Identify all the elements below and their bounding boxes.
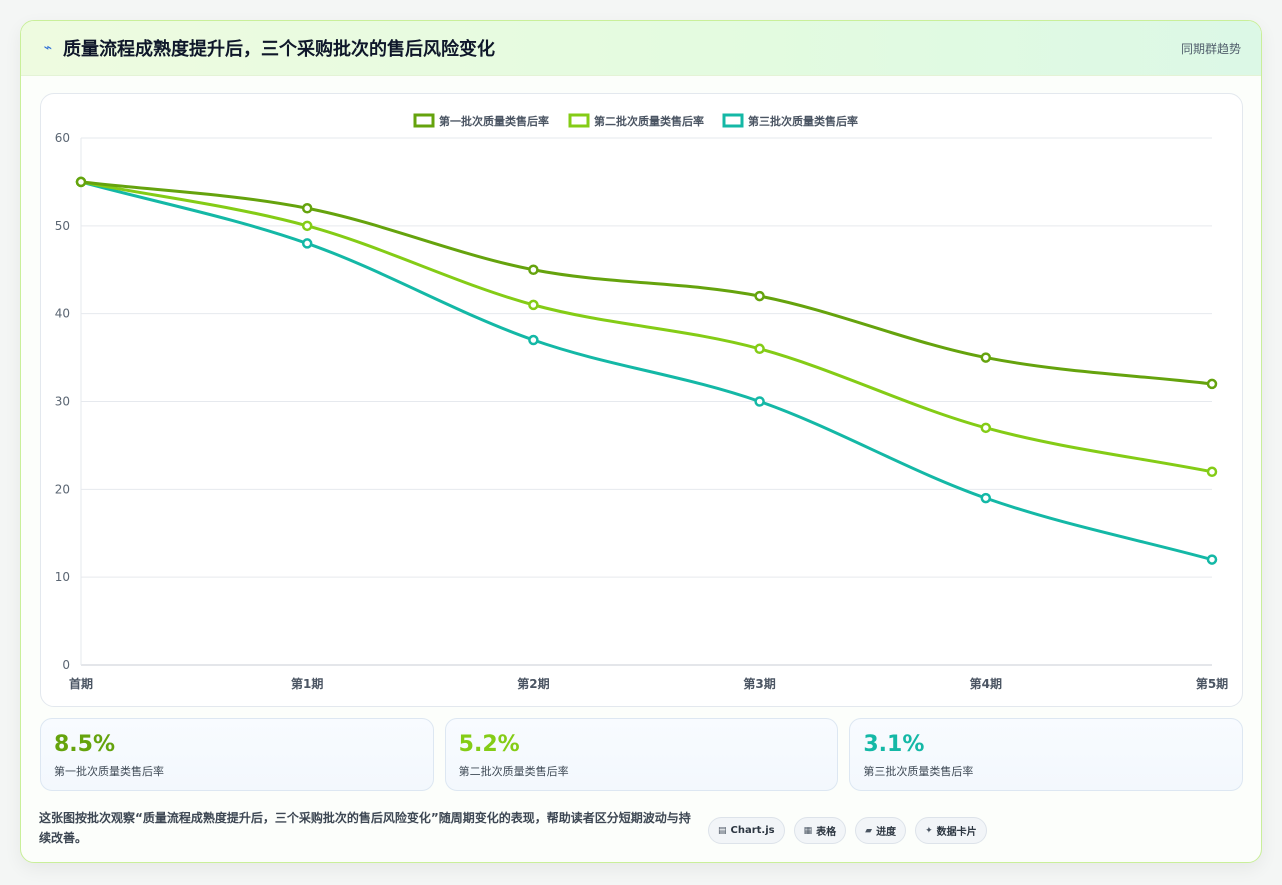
sparkle-icon: ✦: [925, 825, 933, 836]
legend-label: 第三批次质量类售后率: [748, 114, 858, 128]
stat-value: 3.1%: [863, 732, 925, 757]
chart-icon: ▤: [718, 825, 727, 836]
stat-label: 第二批次质量类售后率: [458, 765, 569, 778]
data-point: [980, 352, 992, 363]
chip-progress[interactable]: ▰ 进度: [855, 817, 907, 844]
x-tick-label: 第1期: [291, 676, 323, 691]
y-tick-label: 30: [55, 395, 70, 409]
data-point: [1206, 378, 1218, 390]
data-point: [75, 176, 87, 188]
x-tick-label: 第2期: [517, 676, 549, 691]
data-point: [301, 203, 313, 214]
progress-icon: ▰: [865, 825, 873, 836]
chip-label: 进度: [876, 827, 897, 838]
legend-swatch: [722, 113, 744, 128]
stat-cards: 8.5% 第一批次质量类售后率 5.2% 第二批次质量类售后率 3.1% 第三批…: [40, 718, 1244, 791]
x-tick-label: 第3期: [743, 676, 775, 691]
stat-label: 第一批次质量类售后率: [54, 765, 164, 778]
stat-value: 8.5%: [54, 732, 116, 757]
bolt-icon: ⌁: [43, 40, 53, 56]
page-title: 质量流程成熟度提升后，三个采购批次的售后风险变化: [63, 39, 495, 60]
chart-area: 0 10 20 30 40 50 60 首期 第1期 第2期 第3期 第4期 第5期 第一批次质量类售后率…: [40, 93, 1243, 707]
chart-card: ⌁ 质量流程成熟度提升后，三个采购批次的售后风险变化 同期群趋势 0 10 20 30…: [20, 20, 1262, 863]
data-point: [754, 290, 765, 302]
y-tick-label: 10: [55, 570, 70, 584]
chip-label: 数据卡片: [936, 827, 977, 838]
legend-label: 第一批次质量类售后率: [439, 114, 549, 128]
data-point: [1206, 554, 1218, 565]
series-line: [79, 180, 1214, 386]
stat-card-batch-3: 3.1% 第三批次质量类售后率: [849, 718, 1244, 791]
card-header: ⌁ 质量流程成熟度提升后，三个采购批次的售后风险变化 同期群趋势: [21, 21, 1261, 76]
data-point: [980, 492, 992, 504]
stat-card-batch-2: 5.2% 第二批次质量类售后率: [444, 718, 839, 791]
data-point: [528, 299, 539, 311]
y-tick-label: 60: [55, 131, 70, 145]
legend-swatch: [568, 113, 590, 128]
data-point: [528, 264, 539, 275]
stat-label: 第三批次质量类售后率: [863, 765, 974, 778]
data-point: [1206, 466, 1218, 478]
x-tick-label: 第5期: [1196, 676, 1228, 691]
y-tick-label: 20: [55, 482, 70, 496]
x-tick-label: 首期: [69, 676, 93, 691]
tech-chips: ▤ Chart.js ▦ 表格 ▰ 进度 ✦ 数据卡片: [708, 817, 987, 844]
data-point: [754, 343, 765, 355]
stat-card-batch-1: 8.5% 第一批次质量类售后率: [40, 718, 434, 791]
chart-description: 这张图按批次观察“质量流程成熟度提升后，三个采购批次的售后风险变化”随周期变化的…: [39, 810, 691, 845]
card-footer: 这张图按批次观察“质量流程成熟度提升后，三个采购批次的售后风险变化”随周期变化的…: [39, 805, 1244, 850]
y-tick-label: 50: [55, 219, 70, 233]
data-point: [980, 422, 992, 434]
chip-data-card[interactable]: ✦ 数据卡片: [915, 817, 987, 844]
data-point: [754, 396, 765, 407]
stat-value: 5.2%: [458, 732, 520, 757]
y-tick-label: 0: [62, 658, 70, 672]
data-point: [301, 238, 313, 249]
series-line: [79, 180, 1214, 562]
chip-label: 表格: [816, 827, 837, 838]
data-point: [528, 334, 539, 346]
chip-chartjs[interactable]: ▤ Chart.js: [708, 817, 785, 844]
header-tag: 同期群趋势: [1180, 41, 1241, 56]
legend-swatch: [413, 113, 435, 128]
series-line: [79, 180, 1214, 474]
x-tick-label: 第4期: [970, 676, 1002, 691]
line-chart: 0 10 20 30 40 50 60 首期 第1期 第2期 第3期 第4期 第5期 第一批次质量类售后率…: [55, 113, 1228, 691]
chip-table[interactable]: ▦ 表格: [793, 817, 847, 844]
legend-label: 第二批次质量类售后率: [594, 114, 704, 128]
data-point: [301, 220, 313, 232]
table-icon: ▦: [803, 825, 813, 836]
y-tick-label: 40: [55, 307, 70, 321]
chip-label: Chart.js: [730, 825, 775, 836]
